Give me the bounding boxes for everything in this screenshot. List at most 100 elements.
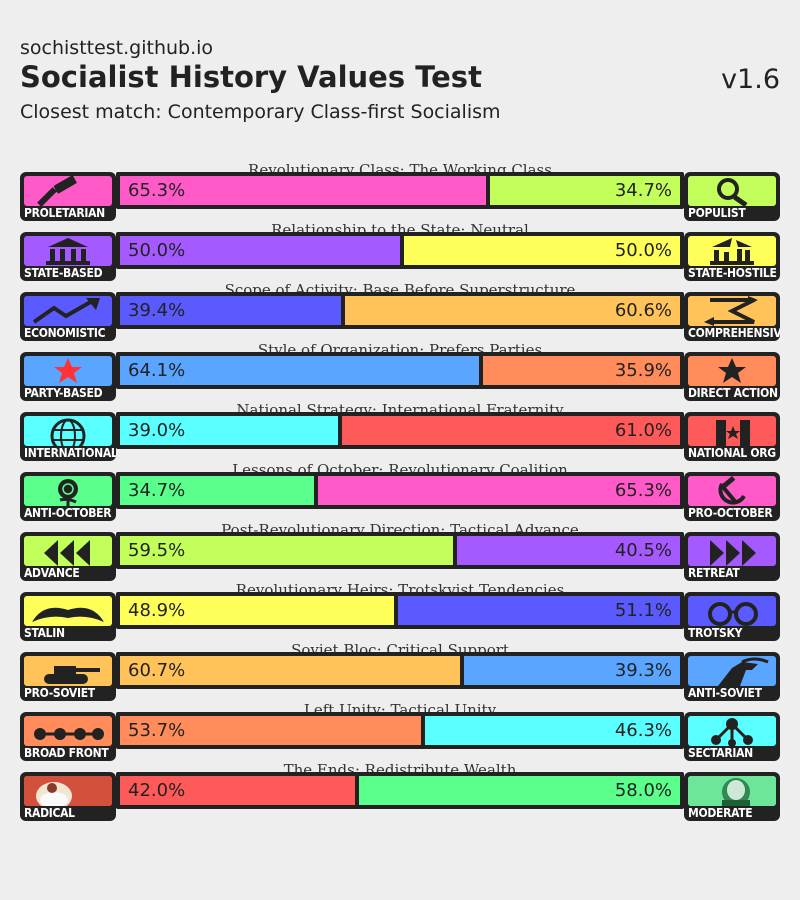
linked-dots-icon bbox=[24, 716, 112, 746]
right-score-fill bbox=[318, 476, 680, 505]
axis-row: Relationship to the State: Neutral STATE-… bbox=[20, 220, 780, 281]
version-label: v1.6 bbox=[721, 64, 780, 95]
left-pole-label: STATE-BASED bbox=[24, 266, 103, 280]
right-pole-label: POPULIST bbox=[688, 206, 746, 220]
left-score-fill bbox=[120, 476, 314, 505]
globe-icon bbox=[24, 416, 112, 446]
score-bar: 60.7% 39.3% bbox=[116, 652, 684, 689]
left-score-fill bbox=[120, 236, 400, 265]
right-pole-label: DIRECT ACTION bbox=[688, 386, 778, 400]
left-percentage: 59.5% bbox=[128, 540, 186, 561]
left-pole-label: PROLETARIAN bbox=[24, 206, 105, 220]
right-pole-badge: PRO-OCTOBER bbox=[684, 472, 780, 521]
right-score-fill bbox=[359, 776, 680, 805]
right-pole-badge: DIRECT ACTION bbox=[684, 352, 780, 401]
left-pole-label: INTERNATIONAL bbox=[24, 446, 116, 460]
left-pole-badge: PROLETARIAN bbox=[20, 172, 116, 221]
hammer-sickle-icon bbox=[688, 476, 776, 506]
left-percentage: 39.4% bbox=[128, 300, 186, 321]
branching-nodes-icon bbox=[688, 716, 776, 746]
crossed-arrows-icon bbox=[688, 296, 776, 326]
black-star-icon bbox=[688, 356, 776, 386]
right-score-fill bbox=[464, 656, 680, 685]
right-pole-badge: COMPREHENSIVE bbox=[684, 292, 780, 341]
closest-match: Closest match: Contemporary Class-first … bbox=[20, 101, 501, 123]
left-score-fill bbox=[120, 176, 486, 205]
marx-portrait-icon bbox=[24, 776, 112, 806]
rose-icon bbox=[24, 476, 112, 506]
axis-row: Revolutionary Class: The Working Class PR… bbox=[20, 160, 780, 221]
right-pole-label: MODERATE bbox=[688, 806, 753, 820]
left-score-fill bbox=[120, 596, 394, 625]
hammer-icon bbox=[24, 176, 112, 206]
left-percentage: 50.0% bbox=[128, 240, 186, 261]
left-pole-label: ANTI-OCTOBER bbox=[24, 506, 112, 520]
axis-row: Scope of Activity: Base Before Superstru… bbox=[20, 280, 780, 341]
score-bar: 50.0% 50.0% bbox=[116, 232, 684, 269]
left-score-fill bbox=[120, 296, 341, 325]
right-pole-badge: TROTSKY bbox=[684, 592, 780, 641]
rising-chart-icon bbox=[24, 296, 112, 326]
score-bar: 64.1% 35.9% bbox=[116, 352, 684, 389]
tank-icon bbox=[24, 656, 112, 686]
axis-row: The Ends: Redistribute Wealth RADICAL 42.0… bbox=[20, 760, 780, 821]
site-url: sochisttest.github.io bbox=[20, 37, 214, 59]
left-pole-badge: ADVANCE bbox=[20, 532, 116, 581]
axis-row: Soviet Bloc: Critical Support PRO-SOVIET 6… bbox=[20, 640, 780, 701]
right-pole-badge: MODERATE bbox=[684, 772, 780, 821]
left-score-fill bbox=[120, 656, 460, 685]
right-pole-label: RETREAT bbox=[688, 566, 740, 580]
right-pole-label: COMPREHENSIVE bbox=[688, 326, 780, 340]
left-pole-label: STALIN bbox=[24, 626, 65, 640]
left-score-fill bbox=[120, 416, 338, 445]
rider-icon bbox=[688, 656, 776, 686]
right-pole-badge: NATIONAL ORG bbox=[684, 412, 780, 461]
right-pole-badge: STATE-HOSTILE bbox=[684, 232, 780, 281]
right-percentage: 34.7% bbox=[614, 180, 672, 201]
right-score-fill bbox=[345, 296, 680, 325]
right-pole-label: NATIONAL ORG bbox=[688, 446, 776, 460]
score-bar: 48.9% 51.1% bbox=[116, 592, 684, 629]
left-percentage: 53.7% bbox=[128, 720, 186, 741]
left-score-fill bbox=[120, 776, 355, 805]
score-bar: 65.3% 34.7% bbox=[116, 172, 684, 209]
left-pole-label: PARTY-BASED bbox=[24, 386, 103, 400]
left-score-fill bbox=[120, 716, 421, 745]
glasses-icon bbox=[688, 596, 776, 626]
right-score-fill bbox=[398, 596, 680, 625]
score-bar: 53.7% 46.3% bbox=[116, 712, 684, 749]
left-pole-badge: INTERNATIONAL bbox=[20, 412, 116, 461]
right-score-fill bbox=[404, 236, 680, 265]
left-pole-badge: RADICAL bbox=[20, 772, 116, 821]
mustache-icon bbox=[24, 596, 112, 626]
right-percentage: 39.3% bbox=[614, 660, 672, 681]
left-pole-badge: STALIN bbox=[20, 592, 116, 641]
right-percentage: 46.3% bbox=[614, 720, 672, 741]
left-percentage: 39.0% bbox=[128, 420, 186, 441]
right-pole-badge: ANTI-SOVIET bbox=[684, 652, 780, 701]
axis-row: Post-Revolutionary Direction: Tactical A… bbox=[20, 520, 780, 581]
right-percentage: 60.6% bbox=[614, 300, 672, 321]
right-pole-badge: POPULIST bbox=[684, 172, 780, 221]
left-percentage: 48.9% bbox=[128, 600, 186, 621]
right-pole-label: TROTSKY bbox=[688, 626, 743, 640]
right-pole-label: SECTARIAN bbox=[688, 746, 753, 760]
right-percentage: 51.1% bbox=[614, 600, 672, 621]
axis-row: Lessons of October: Revolutionary Coalit… bbox=[20, 460, 780, 521]
left-pole-label: ECONOMISTIC bbox=[24, 326, 106, 340]
left-pole-badge: ECONOMISTIC bbox=[20, 292, 116, 341]
left-percentage: 42.0% bbox=[128, 780, 186, 801]
left-pole-badge: BROAD FRONT bbox=[20, 712, 116, 761]
page-title: Socialist History Values Test bbox=[20, 60, 482, 94]
broken-building-icon bbox=[688, 236, 776, 266]
national-flag-icon bbox=[688, 416, 776, 446]
government-building-icon bbox=[24, 236, 112, 266]
axis-row: Style of Organization: Prefers Parties PA… bbox=[20, 340, 780, 401]
right-score-fill bbox=[342, 416, 680, 445]
right-score-fill bbox=[483, 356, 680, 385]
left-pole-badge: PARTY-BASED bbox=[20, 352, 116, 401]
right-pole-label: ANTI-SOVIET bbox=[688, 686, 762, 700]
right-pole-label: PRO-OCTOBER bbox=[688, 506, 773, 520]
right-percentage: 65.3% bbox=[614, 480, 672, 501]
left-pole-label: PRO-SOVIET bbox=[24, 686, 95, 700]
